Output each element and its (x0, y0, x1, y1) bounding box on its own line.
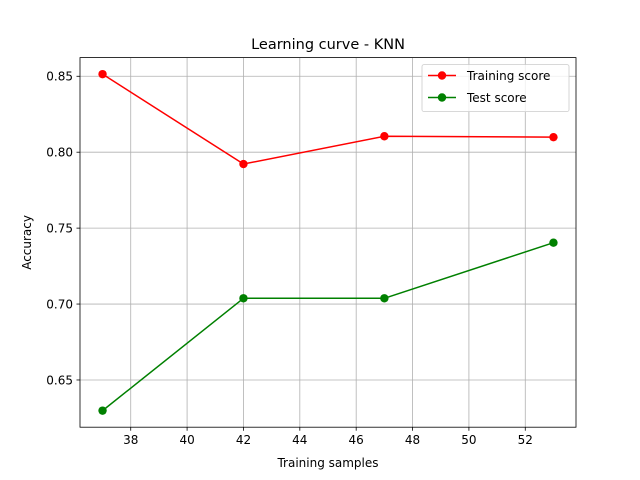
x-tick-label-48: 48 (405, 433, 420, 447)
y-tick-label-2: 0.75 (46, 221, 73, 235)
y-tick-label-4: 0.85 (46, 70, 73, 84)
x-tick-label-46: 46 (349, 433, 364, 447)
series-layer (98, 69, 558, 415)
data-point-test-score-1 (239, 294, 248, 303)
data-point-training-score-1 (239, 159, 248, 169)
legend: Training score Test score (421, 64, 570, 112)
y-tick-label-3: 0.80 (46, 146, 73, 160)
y-tick-label-0: 0.65 (46, 373, 73, 387)
data-point-training-score-0 (98, 69, 107, 79)
series-line-training-score (102, 73, 554, 165)
data-point-test-score-2 (380, 294, 389, 303)
grid (80, 57, 576, 428)
y-axis-label: Accuracy (20, 215, 34, 270)
chart-title: Learning curve - KNN (251, 37, 405, 53)
ticks: 38 40 42 44 46 48 50 52 0.65 0.70 0.75 0.80 0.85 (46, 70, 533, 448)
x-axis-label: Training samples (276, 456, 378, 470)
data-point-training-score-3 (549, 132, 558, 142)
legend-box (421, 64, 570, 112)
x-tick-label-38: 38 (123, 433, 138, 447)
x-tick-label-52: 52 (518, 433, 533, 447)
x-tick-label-40: 40 (179, 433, 194, 447)
legend-marker-test-score (437, 93, 447, 102)
legend-marker-training-score (437, 71, 447, 80)
plot-frame (79, 57, 577, 428)
data-point-training-score-2 (380, 132, 389, 141)
x-tick-label-42: 42 (236, 433, 251, 447)
data-point-test-score-3 (549, 238, 558, 247)
x-tick-label-44: 44 (292, 433, 307, 447)
series-line-test-score (102, 241, 554, 412)
data-point-test-score-0 (98, 406, 107, 415)
legend-label-training-score: Training score (466, 69, 550, 83)
x-tick-label-50: 50 (461, 433, 476, 447)
y-tick-label-1: 0.70 (46, 297, 73, 311)
legend-label-test-score: Test score (466, 91, 527, 105)
